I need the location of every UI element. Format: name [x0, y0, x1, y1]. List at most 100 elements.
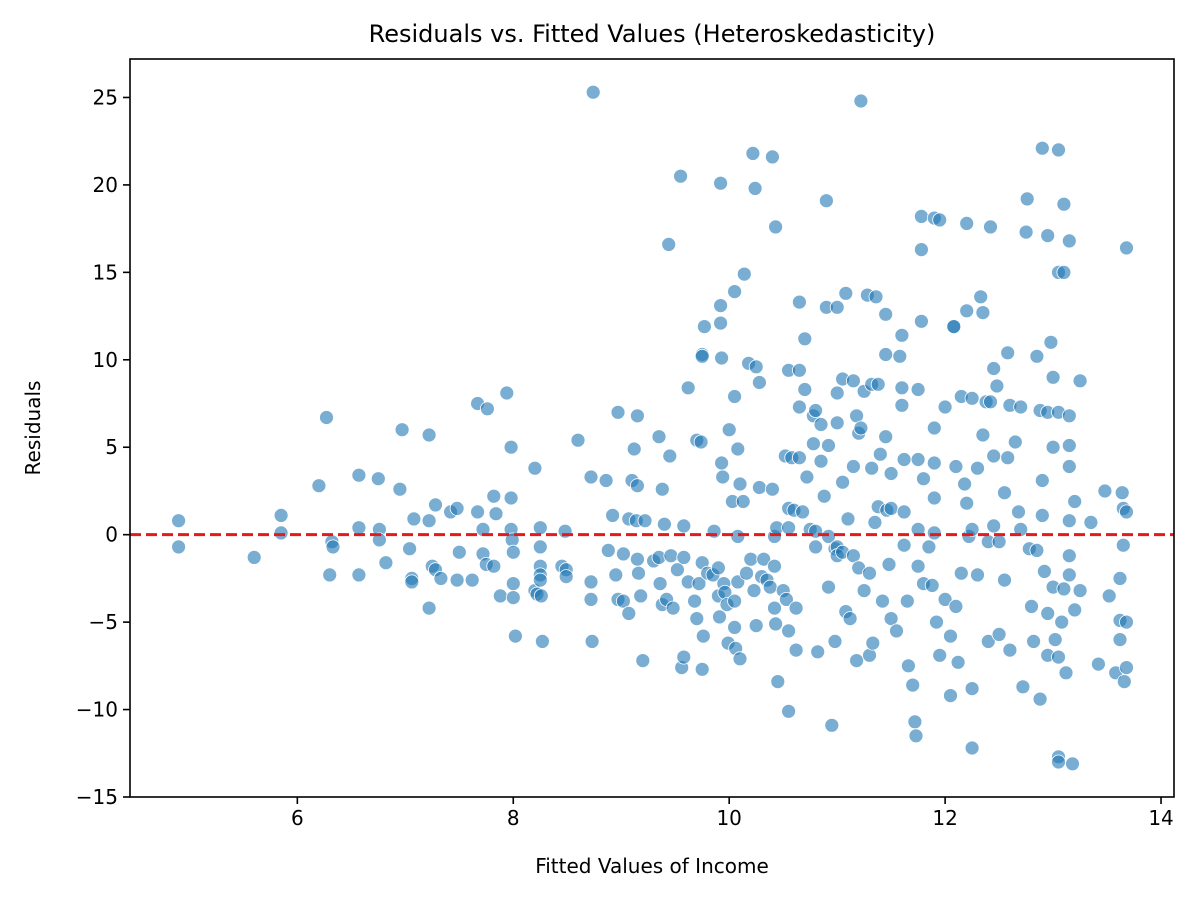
data-point — [829, 299, 845, 315]
data-point — [402, 541, 418, 557]
data-point — [449, 572, 465, 588]
data-point — [781, 703, 796, 719]
y-axis-title: Residuals — [21, 381, 45, 476]
data-point — [558, 569, 574, 584]
data-point — [732, 651, 748, 667]
data-point — [907, 714, 923, 730]
data-point — [608, 567, 624, 583]
data-point — [975, 427, 991, 443]
data-point — [986, 518, 1002, 534]
data-point — [532, 539, 548, 555]
data-point — [739, 565, 754, 581]
data-point — [1061, 513, 1077, 529]
data-point — [661, 236, 677, 252]
data-point — [1114, 485, 1130, 501]
data-point — [829, 415, 845, 431]
data-point — [989, 378, 1005, 394]
data-point — [351, 520, 367, 536]
data-point — [829, 385, 845, 401]
data-point — [322, 567, 338, 583]
data-point — [508, 628, 523, 644]
data-point — [689, 611, 705, 626]
data-point — [921, 539, 937, 555]
data-point — [1000, 345, 1016, 361]
data-point — [714, 455, 729, 471]
data-point — [676, 649, 692, 665]
data-point — [1040, 606, 1056, 621]
data-point — [892, 348, 908, 364]
data-point — [932, 212, 948, 228]
data-point — [714, 350, 729, 366]
data-point — [878, 306, 894, 322]
data-point — [948, 599, 964, 614]
y-tick-label: 15 — [93, 260, 118, 284]
data-point — [676, 550, 692, 565]
data-point — [1101, 588, 1117, 604]
data-point — [748, 359, 764, 375]
data-point — [964, 390, 980, 406]
x-tick-label: 8 — [507, 806, 520, 830]
y-tick-label: 5 — [105, 435, 118, 459]
data-point — [867, 515, 883, 530]
data-point — [392, 481, 408, 497]
data-point — [657, 516, 672, 532]
data-point — [1040, 228, 1056, 244]
data-point — [691, 576, 707, 591]
data-point — [421, 513, 437, 529]
data-point — [488, 506, 504, 522]
data-point — [663, 548, 679, 564]
data-point — [273, 508, 289, 523]
data-point — [1056, 196, 1072, 212]
data-point — [583, 574, 599, 590]
x-tick-label: 12 — [932, 806, 957, 830]
y-tick-label: 25 — [93, 85, 118, 109]
data-point — [1061, 438, 1077, 453]
data-point — [872, 446, 888, 462]
data-point — [743, 551, 759, 567]
data-point — [932, 647, 948, 663]
data-point — [765, 481, 780, 497]
data-point — [856, 583, 872, 598]
data-point — [767, 600, 782, 616]
y-tick-label: −15 — [76, 785, 118, 809]
data-point — [883, 500, 899, 516]
data-point — [171, 539, 187, 555]
data-point — [535, 634, 550, 649]
data-point — [570, 432, 586, 448]
data-point — [736, 266, 752, 282]
x-tick-label: 10 — [716, 806, 741, 830]
data-point — [532, 572, 548, 588]
data-point — [914, 313, 929, 329]
data-point — [842, 611, 858, 626]
data-point — [311, 478, 327, 494]
data-point — [1091, 656, 1106, 672]
data-point — [687, 593, 702, 609]
data-point — [730, 441, 746, 457]
data-point — [1026, 634, 1041, 649]
data-point — [421, 427, 437, 443]
data-point — [889, 623, 904, 639]
data-point — [964, 740, 980, 756]
data-point — [957, 476, 972, 492]
data-point — [1056, 581, 1072, 597]
y-tick-label: 20 — [93, 173, 118, 197]
data-point — [404, 574, 420, 590]
data-point — [883, 466, 899, 481]
data-point — [616, 546, 631, 562]
data-point — [808, 539, 823, 555]
data-point — [605, 508, 620, 523]
data-point — [1045, 439, 1061, 455]
data-point — [894, 397, 910, 413]
data-point — [635, 653, 651, 668]
data-point — [1051, 649, 1066, 665]
data-point — [1097, 483, 1113, 499]
data-point — [781, 520, 796, 536]
data-point — [1051, 142, 1066, 158]
data-point — [616, 593, 631, 609]
data-point — [870, 376, 886, 392]
data-point — [1013, 399, 1029, 415]
data-point — [1056, 264, 1072, 280]
data-point — [1061, 408, 1077, 424]
data-point — [1051, 754, 1066, 770]
data-point — [532, 520, 548, 536]
